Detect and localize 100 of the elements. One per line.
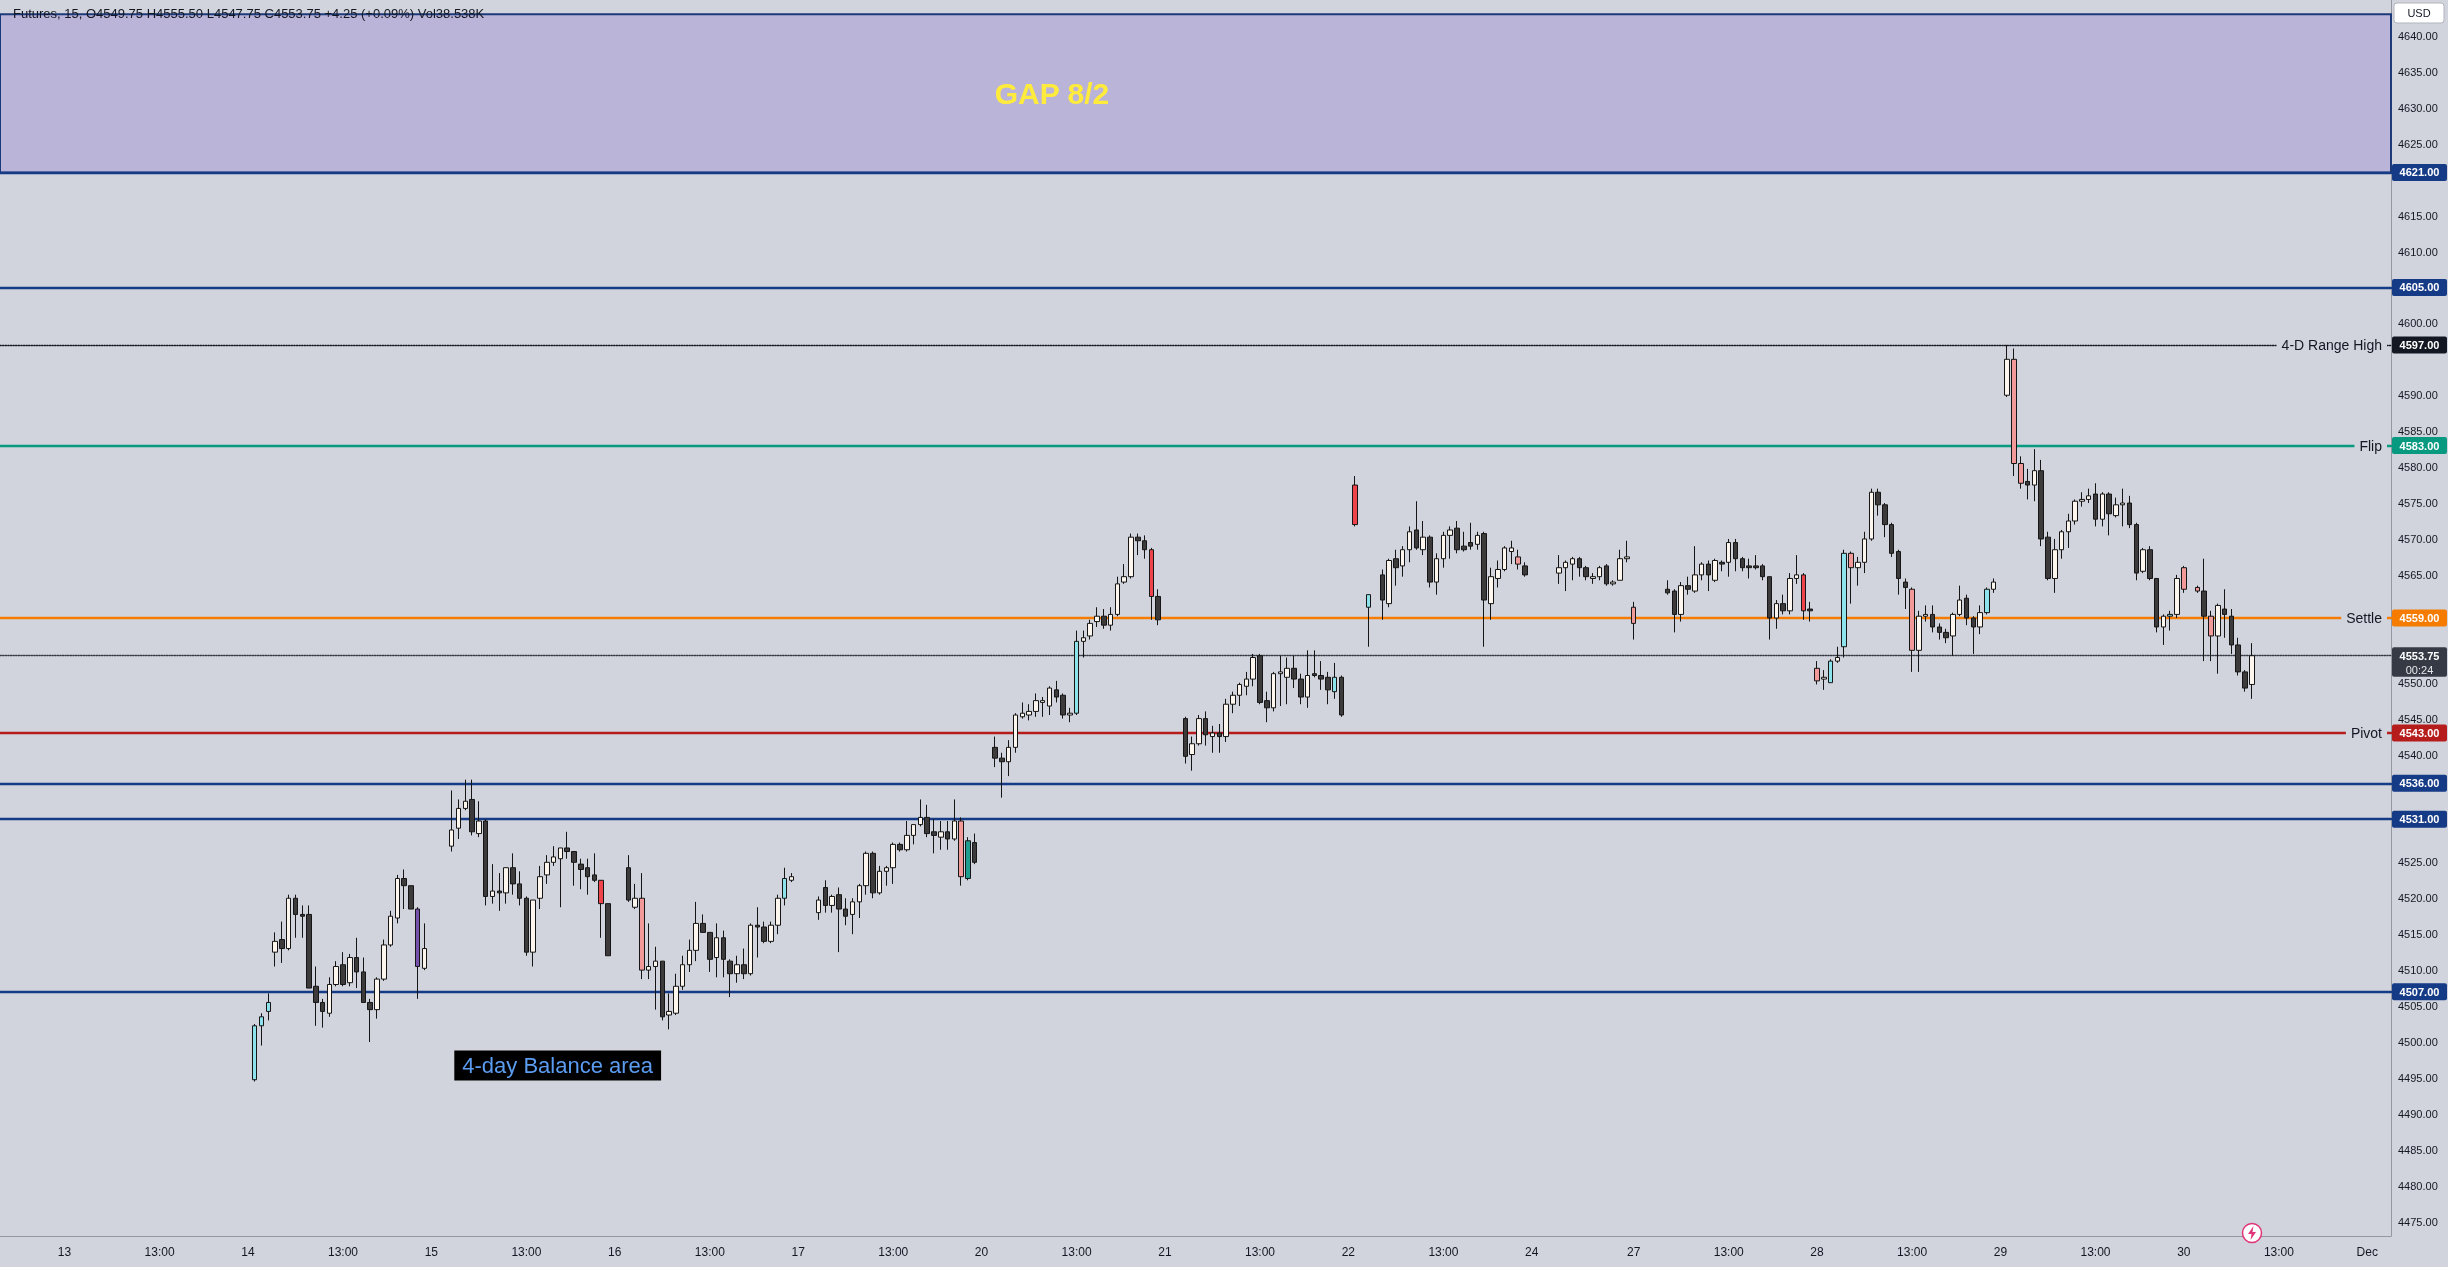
x-tick-label: 14 [241,1245,255,1259]
x-tick-label: 13:00 [1245,1245,1276,1259]
text: 00:24 [2405,664,2434,677]
candlestick [1903,577,1908,610]
candlestick [816,895,821,921]
x-tick-label: 13 [57,1245,72,1259]
candlestick [789,872,794,883]
y-tick-label: 4490.00 [2398,1107,2438,1120]
x-tick-label: 13:00 [328,1245,359,1259]
y-axis-title: USD [2407,7,2431,19]
candlestick [2127,495,2132,529]
candlestick [1733,538,1738,572]
candlestick [293,894,298,939]
x-tick-label: 13:00 [878,1245,909,1259]
y-tick-label: 4585.00 [2398,425,2438,438]
candlestick [449,789,454,853]
text: 4605.00 [2399,281,2440,294]
x-tick-label: 13:00 [511,1245,542,1259]
x-tick-label: 13:00 [1897,1245,1928,1259]
y-tick-label: 4485.00 [2398,1143,2438,1156]
candlestick [1509,540,1514,565]
candlestick [1570,556,1575,581]
y-tick-label: 4515.00 [2398,928,2438,941]
x-tick-label: 22 [1341,1245,1356,1259]
y-tick-label: 4505.00 [2398,1000,2438,1013]
y-tick-label: 4500.00 [2398,1035,2438,1048]
candlestick [1339,674,1344,718]
candlestick [422,922,427,971]
ref-line-label: Settle [2346,610,2383,626]
candlestick [850,897,855,935]
candlestick [1515,549,1521,570]
candlestick [1352,475,1358,527]
y-tick-label: 4510.00 [2398,964,2438,977]
y-tick-label: 4570.00 [2398,532,2438,545]
text: 4621.00 [2399,166,2440,179]
candlestick [1047,685,1052,716]
candlestick [653,946,658,1011]
x-tick-label: 13:00 [144,1245,175,1259]
x-tick-label: 13:00 [1428,1245,1459,1259]
candlestick [259,1012,264,1047]
x-tick-label: 30 [2177,1245,2191,1259]
x-tick-label: 13:00 [2263,1245,2295,1259]
x-tick-label: Dec [2356,1245,2378,1259]
candlestick [1407,525,1412,563]
candlestick [1210,725,1215,754]
candlestick [537,865,543,910]
y-tick-label: 4575.00 [2398,497,2438,510]
y-tick-label: 4580.00 [2398,461,2438,474]
candlestick [1665,579,1670,596]
x-tick-label: 21 [1158,1245,1172,1259]
candlestick [1522,561,1528,578]
text: 4531.00 [2399,813,2440,826]
y-tick-label: 4495.00 [2398,1071,2438,1084]
candlestick [1013,712,1018,754]
candlestick [2093,482,2098,527]
x-tick-label: 28 [1810,1245,1825,1259]
y-tick-label: 4480.00 [2398,1179,2438,1192]
y-tick-label: 4630.00 [2398,101,2438,114]
candlestick [1930,604,1935,633]
text: 4559.00 [2399,612,2440,624]
candlestick [1835,646,1840,664]
x-tick-label: 27 [1626,1245,1641,1259]
ref-line-label: Flip [2359,437,2383,454]
candlestick [1631,601,1636,641]
text: 4543.00 [2399,726,2440,739]
text: 4553.75 [2399,649,2440,662]
candlestick [490,863,495,905]
candlestick [1896,549,1901,596]
x-tick-label: 13:00 [1713,1245,1745,1259]
y-tick-label: 4615.00 [2398,209,2438,222]
y-tick-label: 4525.00 [2398,856,2438,869]
text: 4507.00 [2399,985,2440,998]
text: 4597.00 [2399,338,2440,351]
candlestick [1767,576,1772,641]
x-tick-label: 13:00 [2080,1245,2111,1259]
y-tick-label: 4565.00 [2398,568,2438,581]
x-tick-label: 29 [1993,1245,2008,1259]
x-tick-label: 17 [791,1245,806,1259]
candlestick [266,992,271,1021]
ref-line-label: Pivot [2350,724,2383,741]
y-tick-label: 4550.00 [2398,676,2438,689]
x-tick-label: 15 [424,1245,439,1259]
candlestick [1964,594,1969,626]
candlestick [721,930,726,978]
x-tick-label: 24 [1525,1245,1539,1259]
ref-line-label: 4-D Range High [2281,336,2382,353]
candlestick [1081,630,1086,659]
y-tick-label: 4600.00 [2398,317,2438,330]
band-label: GAP 8/2 [994,76,1110,110]
y-tick-label: 4625.00 [2398,137,2438,150]
text: 4536.00 [2399,777,2440,790]
annotation: 4-day Balance area [462,1052,654,1078]
x-tick-label: 13:00 [1061,1245,1092,1259]
x-tick-label: 13:00 [694,1245,726,1259]
candlestick [1366,594,1371,648]
y-tick-label: 4520.00 [2398,892,2438,905]
candlestick [1087,619,1093,641]
y-tick-label: 4540.00 [2398,748,2438,761]
candlestick [252,1023,257,1082]
candlestick [456,798,461,840]
